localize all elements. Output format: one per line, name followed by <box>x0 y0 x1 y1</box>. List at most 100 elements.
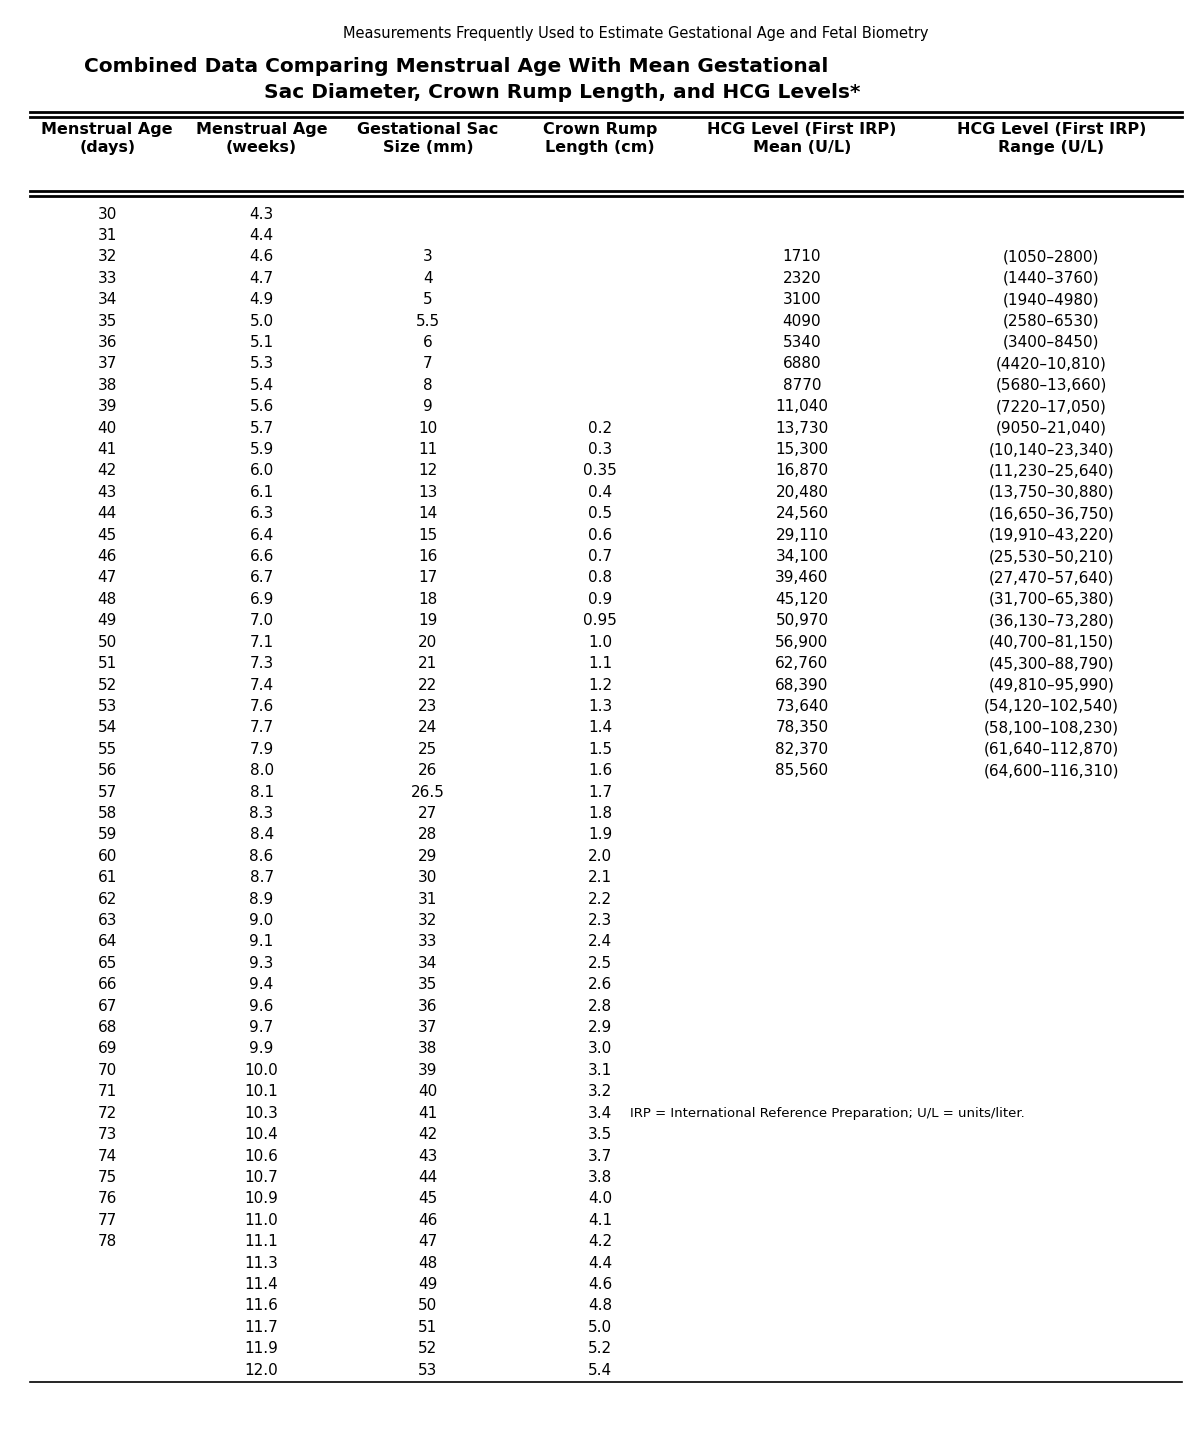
Text: 3.5: 3.5 <box>588 1127 612 1143</box>
Text: 7: 7 <box>424 357 433 371</box>
Text: 24,560: 24,560 <box>775 507 828 521</box>
Text: 1.1: 1.1 <box>588 656 612 672</box>
Text: 7.0: 7.0 <box>250 613 274 629</box>
Text: 13,730: 13,730 <box>775 421 828 435</box>
Text: HCG Level (First IRP)
Mean (U/L): HCG Level (First IRP) Mean (U/L) <box>707 122 896 156</box>
Text: 12.0: 12.0 <box>245 1363 278 1378</box>
Text: 1.6: 1.6 <box>588 763 612 778</box>
Text: 10.7: 10.7 <box>245 1170 278 1184</box>
Text: 6.7: 6.7 <box>250 570 274 586</box>
Text: 78,350: 78,350 <box>775 720 828 736</box>
Text: Measurements Frequently Used to Estimate Gestational Age and Fetal Biometry: Measurements Frequently Used to Estimate… <box>343 26 929 40</box>
Text: 11.7: 11.7 <box>245 1320 278 1335</box>
Text: 57: 57 <box>97 785 116 799</box>
Text: 52: 52 <box>97 677 116 693</box>
Text: 37: 37 <box>418 1020 438 1035</box>
Text: 59: 59 <box>97 828 116 842</box>
Text: 43: 43 <box>97 485 116 500</box>
Text: 2.0: 2.0 <box>588 849 612 863</box>
Text: 27: 27 <box>419 806 438 821</box>
Text: (11,230–25,640): (11,230–25,640) <box>989 464 1114 478</box>
Text: 15: 15 <box>419 527 438 543</box>
Text: 3.7: 3.7 <box>588 1148 612 1164</box>
Text: 43: 43 <box>418 1148 438 1164</box>
Text: 4.9: 4.9 <box>250 292 274 308</box>
Text: 37: 37 <box>97 357 116 371</box>
Text: 10.9: 10.9 <box>245 1191 278 1206</box>
Text: 56,900: 56,900 <box>775 634 828 650</box>
Text: 0.7: 0.7 <box>588 548 612 564</box>
Text: 13: 13 <box>418 485 438 500</box>
Text: 10.4: 10.4 <box>245 1127 278 1143</box>
Text: (2580–6530): (2580–6530) <box>1003 314 1099 328</box>
Text: 76: 76 <box>97 1191 116 1206</box>
Text: 9.0: 9.0 <box>250 914 274 928</box>
Text: 19: 19 <box>418 613 438 629</box>
Text: 7.4: 7.4 <box>250 677 274 693</box>
Text: 5.2: 5.2 <box>588 1342 612 1356</box>
Text: (54,120–102,540): (54,120–102,540) <box>984 699 1118 715</box>
Text: 6.3: 6.3 <box>250 507 274 521</box>
Text: 11.1: 11.1 <box>245 1234 278 1249</box>
Text: 3.4: 3.4 <box>588 1106 612 1121</box>
Text: 9.9: 9.9 <box>250 1041 274 1057</box>
Text: 45: 45 <box>97 527 116 543</box>
Text: (7220–17,050): (7220–17,050) <box>996 400 1106 414</box>
Text: 11.3: 11.3 <box>245 1256 278 1270</box>
Text: 1.9: 1.9 <box>588 828 612 842</box>
Text: 35: 35 <box>418 977 438 992</box>
Text: (5680–13,660): (5680–13,660) <box>996 378 1108 392</box>
Text: 5.3: 5.3 <box>250 357 274 371</box>
Text: 5.5: 5.5 <box>415 314 440 328</box>
Text: 4: 4 <box>424 271 433 286</box>
Text: 8.3: 8.3 <box>250 806 274 821</box>
Text: 47: 47 <box>97 570 116 586</box>
Text: 72: 72 <box>97 1106 116 1121</box>
Text: 6880: 6880 <box>782 357 821 371</box>
Text: 12: 12 <box>419 464 438 478</box>
Text: 5.0: 5.0 <box>588 1320 612 1335</box>
Text: 39: 39 <box>97 400 116 414</box>
Text: 62,760: 62,760 <box>775 656 828 672</box>
Text: 5.4: 5.4 <box>250 378 274 392</box>
Text: 75: 75 <box>97 1170 116 1184</box>
Text: 6.0: 6.0 <box>250 464 274 478</box>
Text: 29,110: 29,110 <box>775 527 828 543</box>
Text: 18: 18 <box>419 591 438 607</box>
Text: 9: 9 <box>422 400 433 414</box>
Text: 68: 68 <box>97 1020 116 1035</box>
Text: 64: 64 <box>97 935 116 949</box>
Text: Gestational Sac
Size (mm): Gestational Sac Size (mm) <box>358 122 498 156</box>
Text: 4.4: 4.4 <box>250 228 274 243</box>
Text: 2.4: 2.4 <box>588 935 612 949</box>
Text: 5.1: 5.1 <box>250 335 274 349</box>
Text: 6: 6 <box>422 335 433 349</box>
Text: 70: 70 <box>97 1063 116 1078</box>
Text: 1.3: 1.3 <box>588 699 612 715</box>
Text: 3.2: 3.2 <box>588 1084 612 1100</box>
Text: 2.9: 2.9 <box>588 1020 612 1035</box>
Text: 0.2: 0.2 <box>588 421 612 435</box>
Text: 5.7: 5.7 <box>250 421 274 435</box>
Text: 51: 51 <box>419 1320 438 1335</box>
Text: 42: 42 <box>419 1127 438 1143</box>
Text: 4.7: 4.7 <box>250 271 274 286</box>
Text: Menstrual Age
(days): Menstrual Age (days) <box>41 122 173 156</box>
Text: (10,140–23,340): (10,140–23,340) <box>989 442 1114 457</box>
Text: 28: 28 <box>419 828 438 842</box>
Text: (36,130–73,280): (36,130–73,280) <box>989 613 1115 629</box>
Text: 21: 21 <box>419 656 438 672</box>
Text: 49: 49 <box>418 1277 438 1292</box>
Text: 16,870: 16,870 <box>775 464 828 478</box>
Text: 1.2: 1.2 <box>588 677 612 693</box>
Text: 1.5: 1.5 <box>588 742 612 756</box>
Text: (64,600–116,310): (64,600–116,310) <box>984 763 1120 778</box>
Text: 15,300: 15,300 <box>775 442 828 457</box>
Text: 49: 49 <box>97 613 116 629</box>
Text: 5.0: 5.0 <box>250 314 274 328</box>
Text: 2.3: 2.3 <box>588 914 612 928</box>
Text: 10.0: 10.0 <box>245 1063 278 1078</box>
Text: 8.1: 8.1 <box>250 785 274 799</box>
Text: 14: 14 <box>419 507 438 521</box>
Text: 11,040: 11,040 <box>775 400 828 414</box>
